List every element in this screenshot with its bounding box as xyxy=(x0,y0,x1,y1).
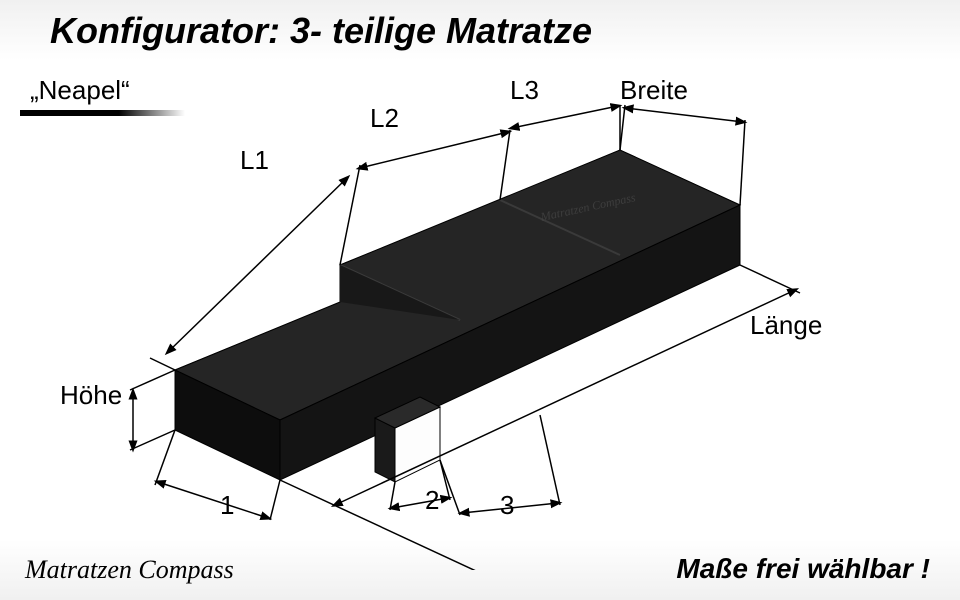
brand-name: Matratzen Compass xyxy=(25,555,234,585)
notch-inner-left xyxy=(375,418,395,482)
label-seg1: 1 xyxy=(220,490,234,521)
page-title: Konfigurator: 3- teilige Matratze xyxy=(50,10,592,52)
footer-note: Maße frei wählbar ! xyxy=(676,553,930,585)
label-breite: Breite xyxy=(620,75,688,106)
label-hoehe: Höhe xyxy=(60,380,122,411)
label-seg3: 3 xyxy=(500,490,514,521)
label-l2: L2 xyxy=(370,103,399,134)
label-l3: L3 xyxy=(510,75,539,106)
label-laenge: Länge xyxy=(750,310,822,341)
label-seg2: 2 xyxy=(425,485,439,516)
label-l1: L1 xyxy=(240,145,269,176)
